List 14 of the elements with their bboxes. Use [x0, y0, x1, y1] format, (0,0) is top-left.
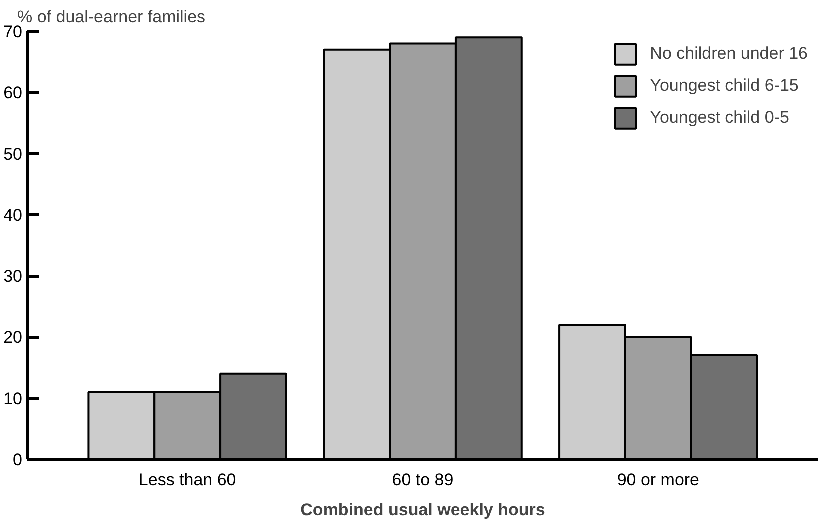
- y-tick-label: 50: [4, 144, 23, 164]
- x-tick-label: 60 to 89: [392, 470, 454, 490]
- x-axis-title: Combined usual weekly hours: [300, 500, 546, 520]
- y-tick-label: 30: [4, 267, 23, 286]
- x-tick-label: 90 or more: [617, 470, 700, 490]
- y-tick-label: 60: [4, 84, 23, 103]
- x-tick-label: Less than 60: [138, 470, 236, 490]
- y-tick-label: 20: [4, 328, 23, 348]
- legend-label: No children under 16: [650, 44, 808, 64]
- y-tick-label: 0: [13, 450, 23, 470]
- y-tick-label: 10: [4, 389, 23, 408]
- y-tick-label: 40: [4, 206, 23, 225]
- legend-label: Youngest child 0-5: [650, 108, 790, 128]
- legend-label: Youngest child 6-15: [650, 76, 799, 96]
